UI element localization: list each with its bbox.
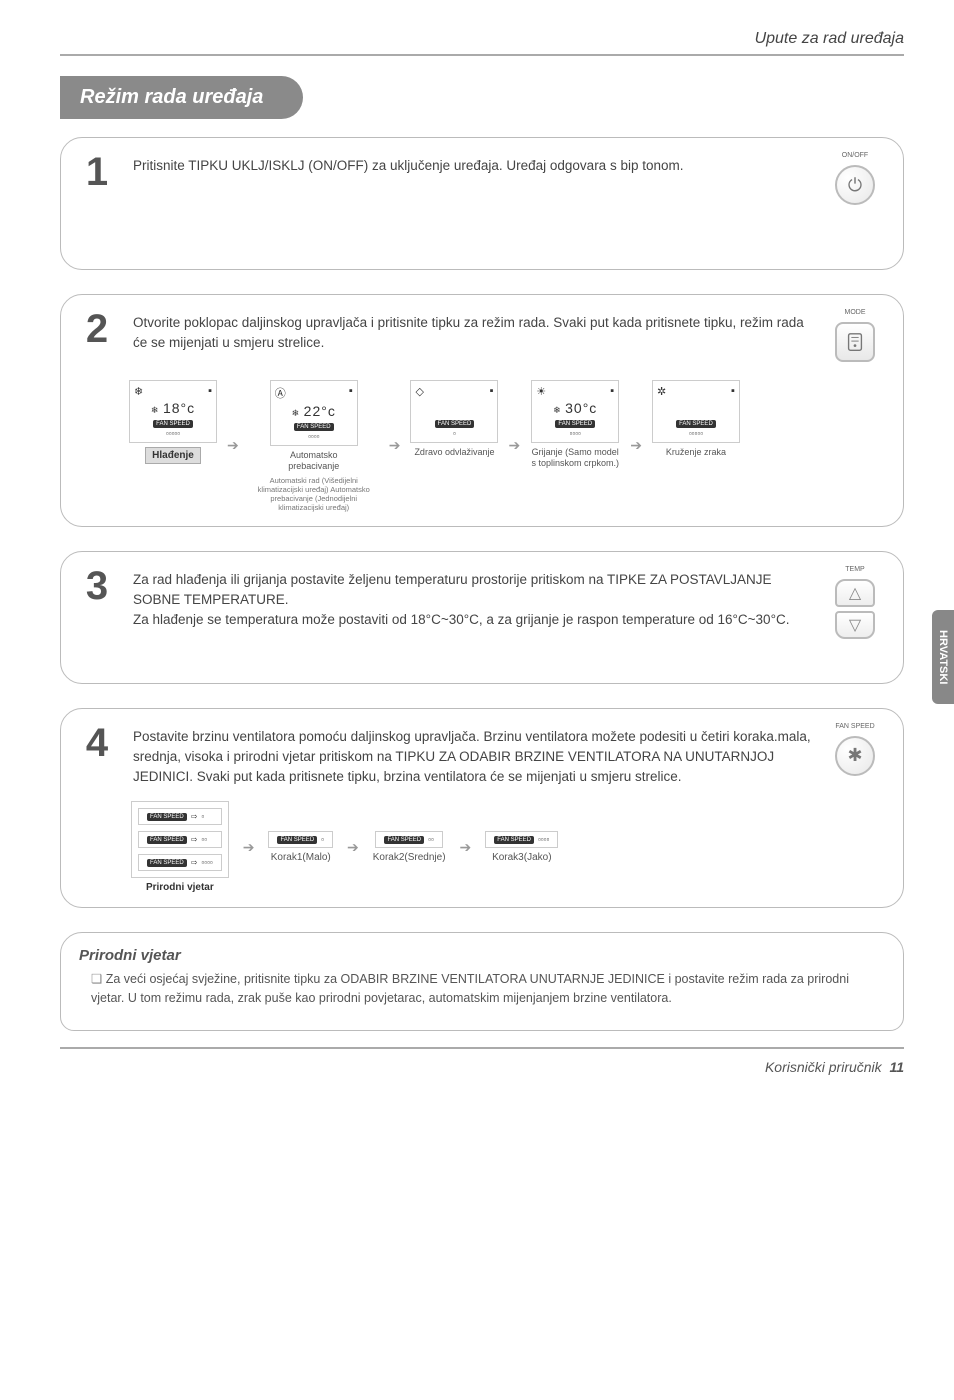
mode-icon	[835, 322, 875, 362]
fan-step1-cap: Korak1(Malo)	[271, 852, 331, 863]
circ-icon: ✲	[657, 385, 666, 398]
mode-box-cooling: ❄▪ ❄ 18°c FAN SPEED ▫▫▫▫▫	[129, 380, 217, 443]
heat-temp: 30°c	[565, 400, 597, 416]
section-header: Upute za rad uređaja	[60, 30, 904, 48]
header-rule	[60, 54, 904, 56]
fan-ind: FAN SPEED	[153, 420, 193, 428]
temp-up-icon: △	[835, 579, 875, 607]
power-icon: ⏻	[835, 165, 875, 205]
fan-bar: ▫▫	[201, 835, 207, 844]
temp-label: TEMP	[845, 566, 864, 573]
mode-box-dehum: ◇ ▪ FAN SPEED ▫	[410, 380, 498, 443]
natural-wind-body: Za veći osjećaj svježine, pritisnite tip…	[71, 970, 893, 1020]
fan-ind: FAN SPEED	[435, 420, 475, 428]
step3-text: Za rad hlađenja ili grijanja postavite ž…	[133, 566, 811, 631]
page-title: Režim rada uređaja	[60, 76, 303, 119]
heat-icon: ☀	[536, 385, 546, 398]
footer-text: Korisnički priručnik	[765, 1059, 882, 1075]
fan-bar: ▫▫▫▫	[538, 835, 549, 844]
fanspeed-label: FAN SPEED	[835, 723, 874, 730]
fan-step3-cap: Korak3(Jako)	[492, 852, 551, 863]
natural-wind-title: Prirodni vjetar	[79, 947, 893, 964]
step2-text: Otvorite poklopac daljinskog upravljača …	[133, 309, 811, 354]
panel-step4: 4 Postavite brzinu ventilatora pomoću da…	[60, 708, 904, 909]
arrow-icon: ➔	[508, 437, 520, 454]
fan-bars: ▫	[453, 429, 456, 438]
fan-glyph: ✱	[847, 745, 862, 766]
temp-updown-icon: △ ▽	[835, 579, 875, 639]
step4-text: Postavite brzinu ventilatora pomoću dalj…	[133, 723, 811, 788]
mode-box-auto: Ⓐ▪ ❄ 22°c FAN SPEED ▫▫▫▫	[270, 380, 358, 446]
caption-dehum: Zdravo odvlaživanje	[414, 447, 494, 458]
fanspeed-icon: ✱	[835, 736, 875, 776]
fan-bar: ▫▫▫▫	[201, 858, 212, 867]
fan-step2-box: FAN SPEED▫▫	[375, 831, 442, 848]
fan-ind: FAN SPEED	[555, 420, 595, 428]
mode-label: MODE	[845, 309, 866, 316]
fan-bar: ▫	[321, 835, 324, 844]
step3-line2: Za hlađenje se temperatura može postavit…	[133, 612, 789, 627]
fan-step1-box: FAN SPEED▫	[268, 831, 333, 848]
fan-bars: ▫▫▫▫	[308, 432, 319, 441]
step-number: 4	[75, 723, 119, 763]
mode-glyph-icon	[844, 331, 866, 353]
power-glyph: ⏻	[848, 175, 862, 196]
dehum-icon: ◇	[415, 385, 423, 398]
bar-icon: ▪	[610, 385, 614, 398]
mode-diagram-row: ❄▪ ❄ 18°c FAN SPEED ▫▫▫▫▫ Hlađenje ➔ Ⓐ▪ …	[129, 380, 885, 512]
step1-text: Pritisnite TIPKU UKLJ/ISKLJ (ON/OFF) za …	[133, 152, 811, 176]
fan-bars: ▫▫▫▫▫	[166, 429, 180, 438]
caption-cooling: Hlađenje	[145, 447, 201, 464]
mode-box-fan: ✲ ▪ FAN SPEED ▫▫▫▫▫	[652, 380, 740, 443]
fan-ind: FAN SPEED	[294, 423, 334, 431]
arrow-icon: ➔	[460, 839, 472, 856]
fan-step3-box: FAN SPEED▫▫▫▫	[485, 831, 558, 848]
cool-temp: 18°c	[163, 400, 195, 416]
arrow-icon: ➔	[347, 839, 359, 856]
auto-icon: Ⓐ	[275, 385, 286, 401]
panel-step1: 1 Pritisnite TIPKU UKLJ/ISKLJ (ON/OFF) z…	[60, 137, 904, 270]
auto-temp: 22°c	[304, 403, 336, 419]
cool-icon: ❄	[134, 385, 143, 398]
arrow-icon: ➔	[243, 839, 255, 856]
natural-wind-stack: FAN SPEED⇨▫ FAN SPEED⇨▫▫ FAN SPEED⇨▫▫▫▫	[131, 801, 229, 878]
fan-bars: ▫▫▫▫▫	[689, 429, 703, 438]
caption-circ: Kruženje zraka	[666, 447, 726, 458]
step-number: 2	[75, 309, 119, 349]
bar-icon: ▪	[731, 385, 735, 398]
step-number: 3	[75, 566, 119, 606]
arrow-icon: ➔	[389, 437, 401, 454]
natural-wind-panel: Prirodni vjetar Za veći osjećaj svježine…	[60, 932, 904, 1031]
step-number: 1	[75, 152, 119, 192]
bar-icon: ▪	[349, 385, 353, 401]
arrow-icon: ➔	[630, 437, 642, 454]
fan-bar: ▫	[201, 812, 204, 821]
panel-step3: 3 Za rad hlađenja ili grijanja postavite…	[60, 551, 904, 684]
caption-auto: Automatsko prebacivanje	[269, 450, 359, 472]
arrow-icon: ➔	[227, 437, 239, 454]
mode-box-heat: ☀▪ ❄ 30°c FAN SPEED ▫▫▫▫	[531, 380, 619, 443]
fan-bar: ▫▫	[428, 835, 434, 844]
bar-icon: ▪	[208, 385, 212, 398]
panel-step2: 2 Otvorite poklopac daljinskog upravljač…	[60, 294, 904, 527]
page-footer: Korisnički priručnik 11	[60, 1047, 904, 1075]
caption-heat: Grijanje (Samo model s toplinskom crpkom…	[530, 447, 620, 469]
temp-down-icon: ▽	[835, 611, 875, 639]
fan-step2-cap: Korak2(Srednje)	[373, 852, 446, 863]
footer-page: 11	[889, 1059, 904, 1075]
fan-ind: FAN SPEED	[676, 420, 716, 428]
subcaption-auto: Automatski rad (Višedijelni klimatizacij…	[249, 476, 379, 512]
bar-icon: ▪	[490, 385, 494, 398]
step3-line1: Za rad hlađenja ili grijanja postavite ž…	[133, 572, 772, 607]
onoff-label: ON/OFF	[842, 152, 868, 159]
fan-bars: ▫▫▫▫	[570, 429, 581, 438]
language-tab: HRVATSKI	[932, 610, 954, 704]
fan-diagram-row: FAN SPEED⇨▫ FAN SPEED⇨▫▫ FAN SPEED⇨▫▫▫▫ …	[131, 801, 885, 893]
natural-wind-label: Prirodni vjetar	[146, 882, 214, 893]
